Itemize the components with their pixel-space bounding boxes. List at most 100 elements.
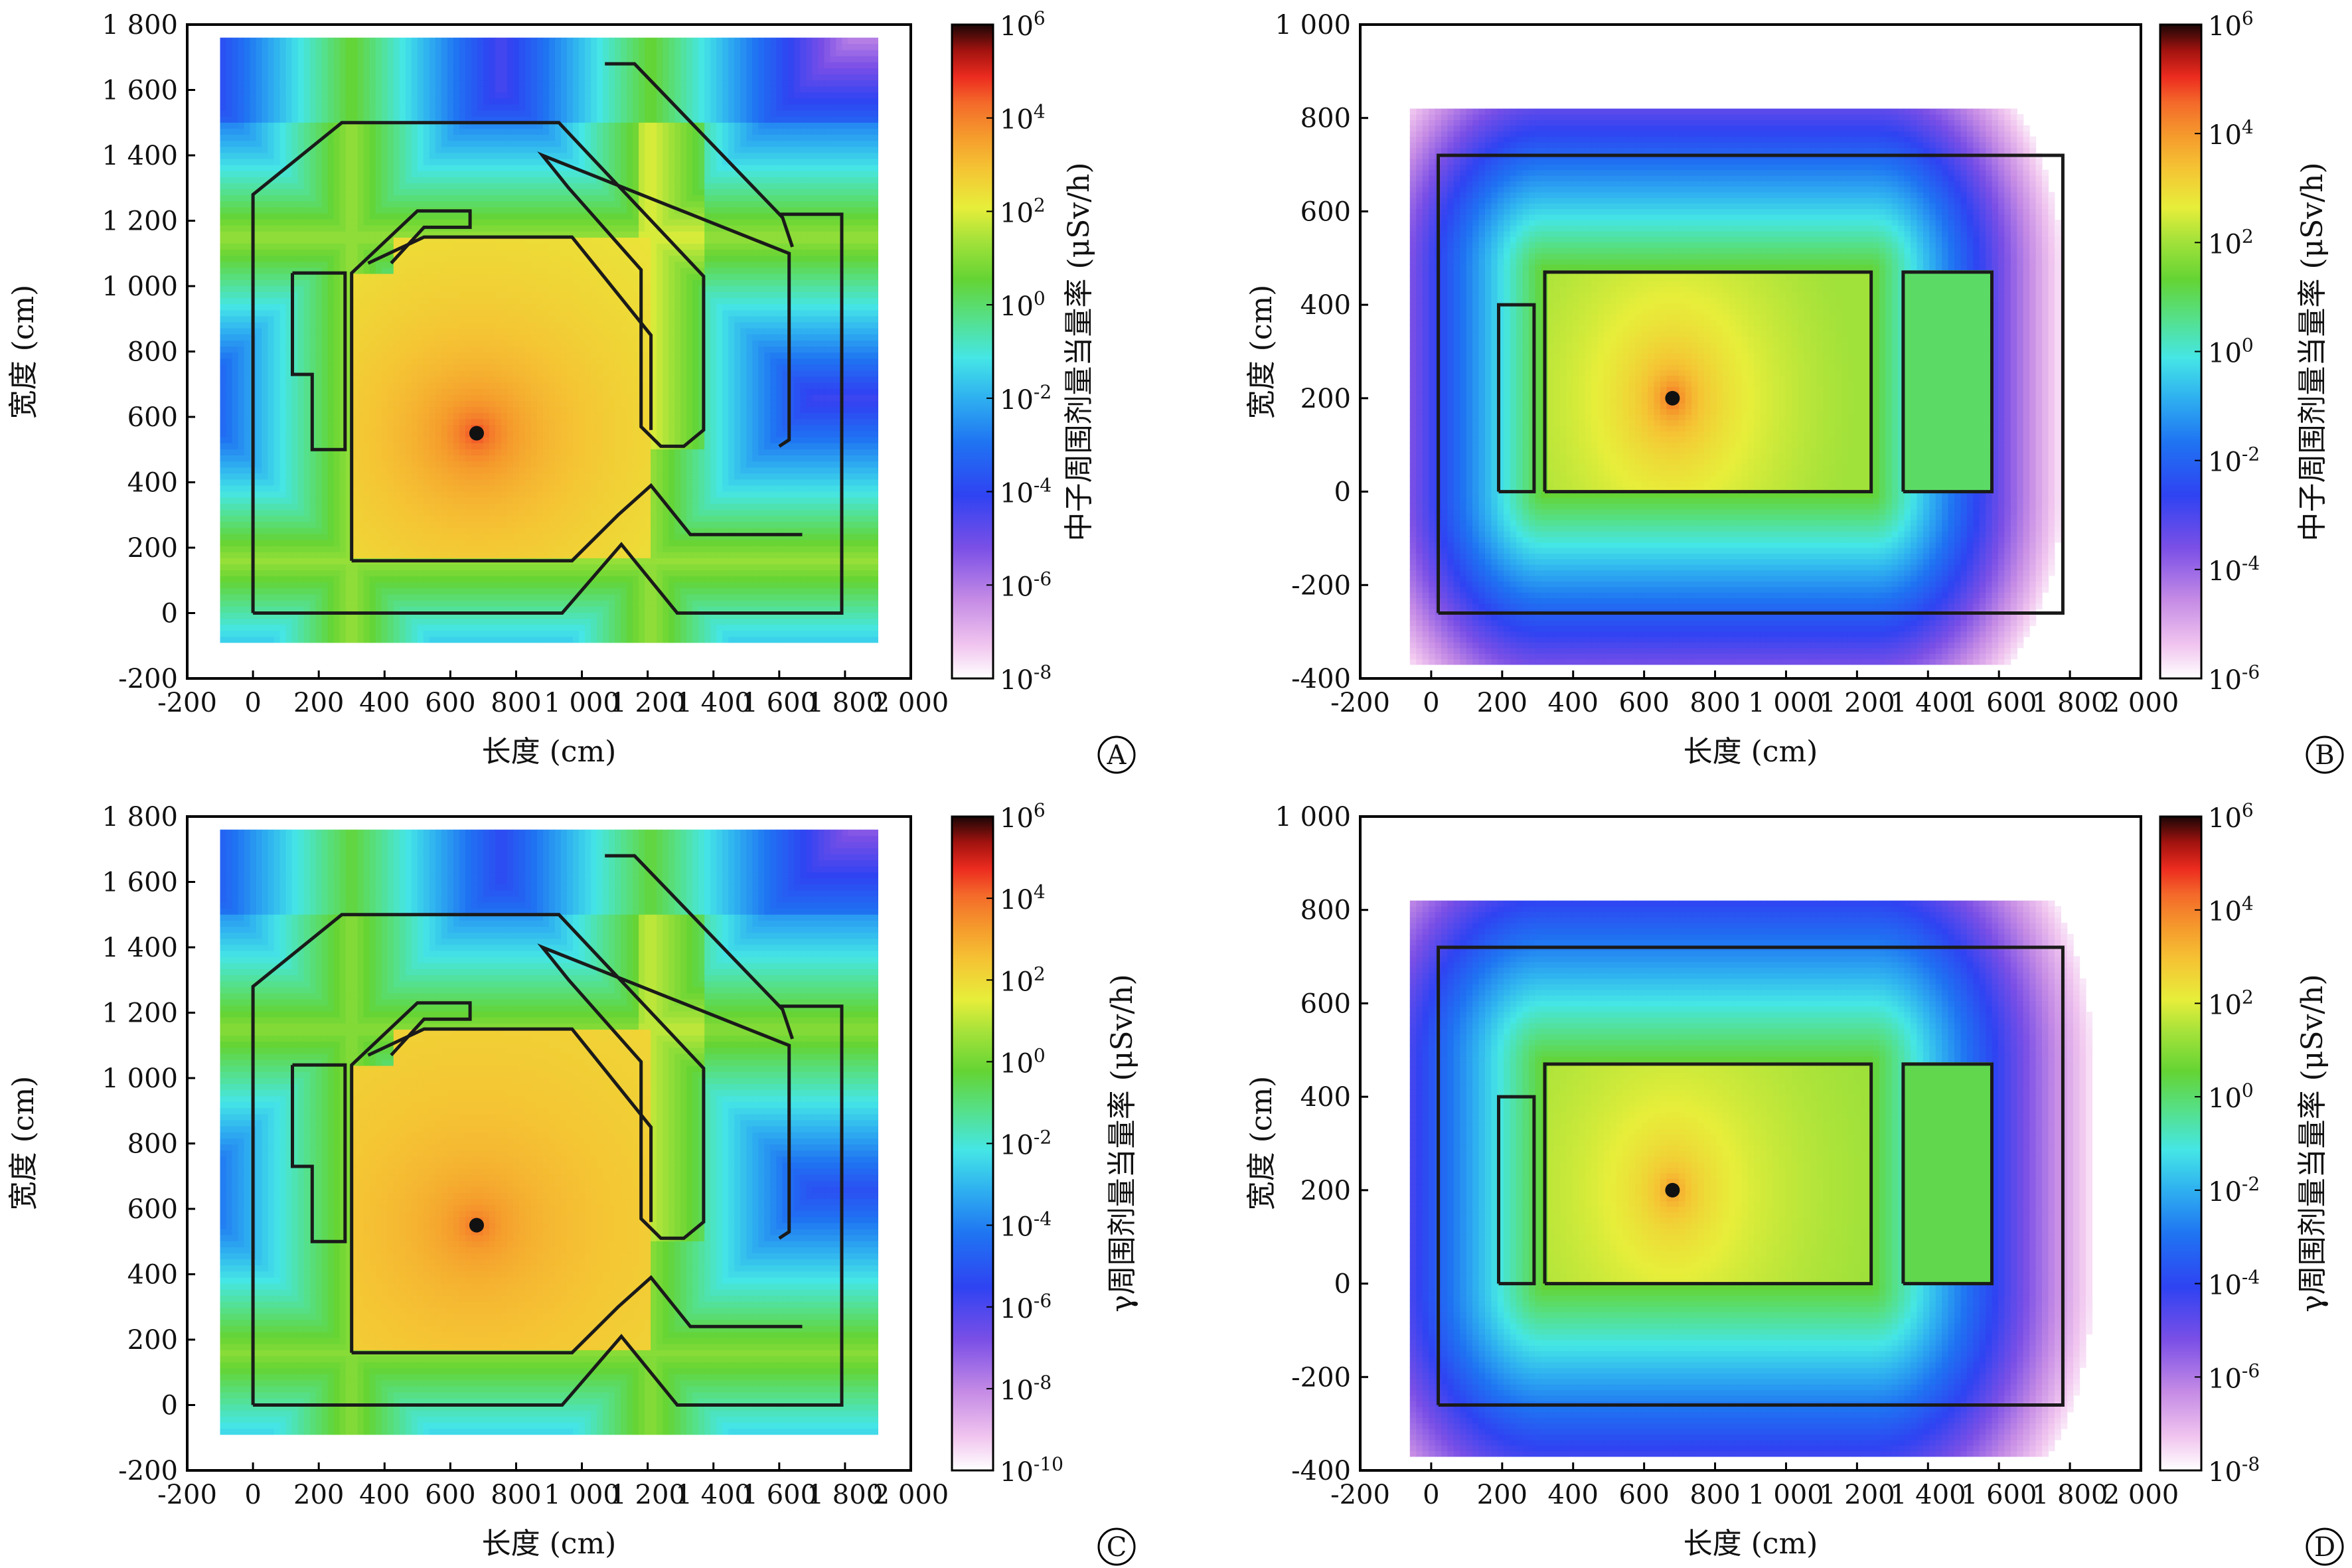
heat-cell: [351, 570, 358, 577]
heat-cell: [513, 328, 520, 335]
heat-cell: [399, 570, 406, 577]
heat-cell: [441, 394, 448, 401]
heat-cell: [507, 521, 514, 528]
heat-cell: [513, 297, 520, 305]
heat-cell: [507, 437, 514, 443]
heat-cell: [309, 249, 317, 256]
heat-cell: [459, 321, 466, 329]
heat-cell: [381, 249, 388, 256]
heat-cell: [489, 243, 496, 250]
heat-cell: [477, 285, 484, 292]
heat-cell: [226, 49, 233, 56]
heat-cell: [327, 237, 335, 244]
heat-cell: [501, 195, 508, 202]
heat-cell: [447, 165, 454, 171]
heat-cell: [495, 116, 502, 123]
heat-cell: [333, 219, 341, 226]
heat-cell: [489, 430, 496, 437]
heat-cell: [351, 582, 358, 589]
heat-cell: [309, 636, 317, 643]
heat-cell: [232, 461, 239, 468]
heat-cell: [291, 570, 299, 577]
heat-cell: [393, 400, 400, 408]
heat-cell: [465, 37, 472, 44]
heat-cell: [297, 104, 305, 111]
heat-cell: [405, 261, 412, 268]
heat-cell: [279, 455, 287, 462]
heat-cell: [369, 309, 376, 317]
heat-cell: [309, 600, 317, 607]
heat-cell: [327, 122, 335, 129]
heat-cell: [435, 315, 442, 323]
heat-cell: [489, 279, 496, 286]
heat-cell: [297, 473, 305, 480]
heat-cell: [459, 212, 466, 220]
heat-cell: [256, 503, 263, 510]
heat-cell: [429, 152, 436, 159]
heat-cell: [244, 122, 251, 129]
heat-cell: [387, 237, 394, 244]
heat-cell: [279, 128, 287, 135]
heat-cell: [363, 491, 370, 498]
heat-cell: [363, 297, 370, 305]
heat-cell: [279, 443, 287, 449]
heat-cell: [339, 249, 347, 256]
heat-cell: [244, 600, 251, 607]
heat-cell: [471, 539, 478, 546]
heat-cell: [369, 570, 376, 577]
heat-cell: [369, 225, 376, 232]
heat-cell: [441, 546, 448, 552]
heat-cell: [345, 43, 353, 50]
heat-cell: [375, 370, 382, 377]
heat-cell: [297, 165, 305, 171]
heat-cell: [417, 219, 424, 226]
heat-cell: [232, 358, 239, 365]
heat-cell: [321, 473, 329, 480]
heat-cell: [268, 43, 275, 50]
heat-cell: [303, 564, 311, 571]
heat-cell: [381, 56, 388, 62]
heat-cell: [411, 140, 418, 147]
heat-cell: [477, 315, 484, 323]
heat-cell: [453, 406, 460, 414]
heat-cell: [513, 606, 520, 613]
heat-cell: [309, 116, 317, 123]
heat-cell: [220, 630, 227, 637]
heat-cell: [453, 334, 460, 341]
heat-cell: [399, 195, 406, 202]
heat-cell: [447, 382, 454, 389]
heat-cell: [357, 285, 364, 292]
heat-cell: [417, 600, 424, 607]
heat-cell: [411, 291, 418, 299]
heat-cell: [315, 424, 323, 431]
heat-cell: [345, 98, 353, 105]
heat-cell: [220, 62, 227, 68]
heat-cell: [459, 158, 466, 165]
heat-cell: [507, 171, 514, 177]
heat-cell: [513, 303, 520, 311]
heat-cell: [369, 200, 376, 208]
heat-cell: [363, 400, 370, 408]
heat-cell: [453, 177, 460, 183]
heat-cell: [423, 140, 430, 147]
heat-cell: [357, 376, 364, 383]
heat-cell: [327, 231, 335, 238]
heat-cell: [417, 582, 424, 589]
heat-cell: [501, 321, 508, 329]
heat-cell: [393, 533, 400, 540]
heat-cell: [447, 255, 454, 262]
heat-cell: [405, 279, 412, 286]
heat-cell: [250, 618, 257, 625]
heat-cell: [345, 334, 353, 341]
heat-cell: [303, 110, 311, 117]
heat-cell: [220, 43, 227, 50]
heat-cell: [369, 279, 376, 286]
heat-cell: [435, 86, 442, 93]
heat-cell: [411, 527, 418, 534]
heat-cell: [291, 110, 299, 117]
heat-cell: [244, 285, 251, 292]
heat-cell: [357, 334, 364, 341]
heat-cell: [333, 195, 341, 202]
heat-cell: [375, 479, 382, 486]
heat-cell: [387, 509, 394, 516]
